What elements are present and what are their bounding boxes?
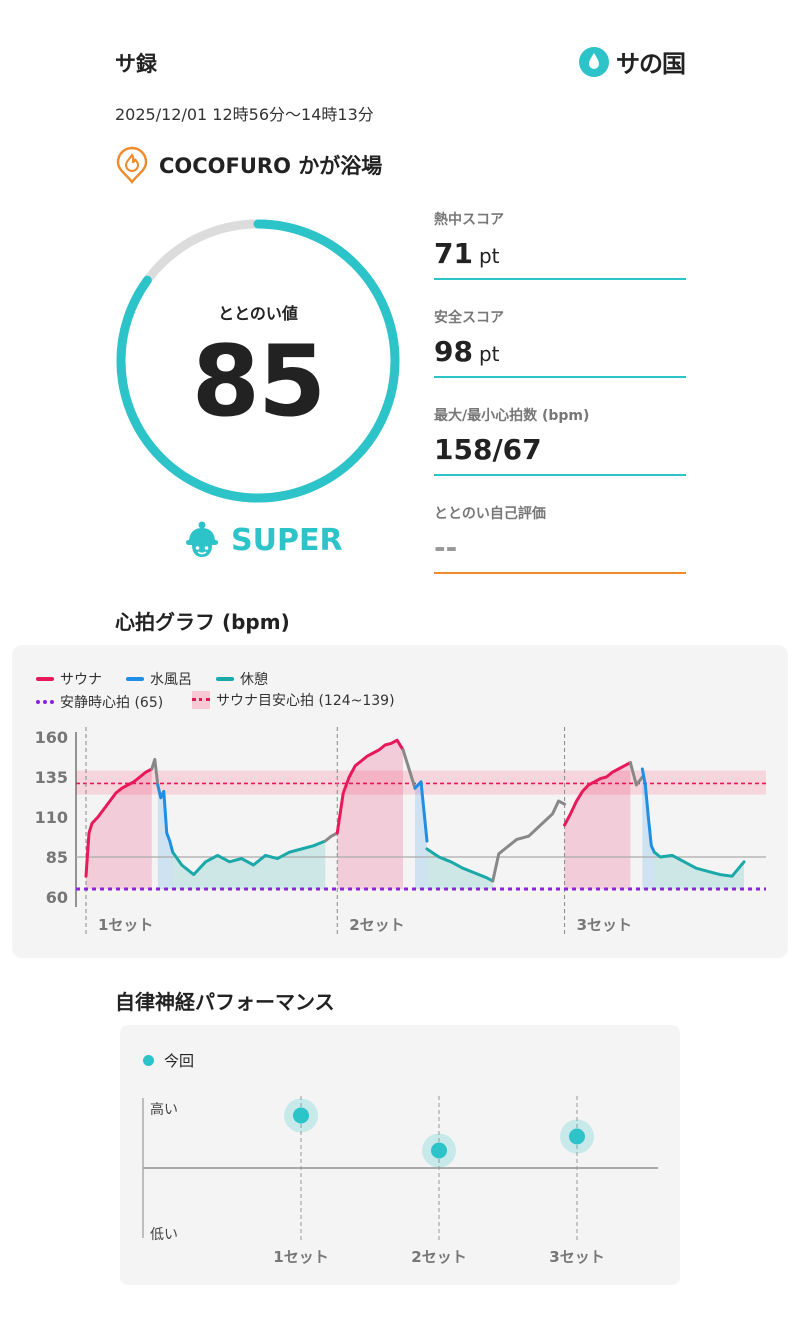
- hr-line-rest: [171, 839, 327, 877]
- facility-row[interactable]: COCOFURO かが浴場: [115, 146, 382, 184]
- rank-label: SUPER: [231, 522, 343, 558]
- facility-name: COCOFURO かが浴場: [159, 154, 383, 178]
- legend-swatch: [36, 700, 54, 704]
- axis-low-label: 低い: [150, 1227, 178, 1243]
- x-tick-label: 3セット: [549, 1248, 604, 1266]
- legend-swatch: [192, 691, 210, 709]
- metric-label: 熱中スコア: [434, 212, 504, 228]
- set-label: 3セット: [577, 916, 632, 934]
- hr-line-rest: [652, 850, 746, 878]
- autonomic-legend: 今回: [143, 1050, 194, 1071]
- y-tick-label: 60: [46, 888, 68, 907]
- y-tick-label: 160: [35, 728, 68, 747]
- hr-line-chart: 160 135 110 85 60 1セット 2セット 3セット: [35, 727, 766, 937]
- hr-area-water: [157, 785, 173, 889]
- metric-underline: [434, 278, 686, 280]
- legend-dot: [143, 1055, 154, 1066]
- set-label: 2セット: [349, 916, 404, 934]
- legend-sauna: サウナ: [36, 669, 102, 689]
- metric-self-eval[interactable]: ととのい自己評価 --: [434, 503, 686, 574]
- totonoi-gauge: [116, 219, 400, 503]
- x-tick-label: 1セット: [273, 1248, 328, 1266]
- metric-underline: [434, 572, 686, 574]
- gauge-value: 85: [191, 325, 326, 439]
- gauge-label: ととのい値: [218, 304, 298, 323]
- legend-label: 水風呂: [150, 672, 192, 688]
- metric-underline: [434, 474, 686, 476]
- hr-line-transition: [323, 831, 339, 843]
- hr-line-water: [413, 780, 429, 843]
- app-logo: サの国: [578, 44, 686, 79]
- metric-unit: pt: [478, 244, 500, 268]
- axis-high-label: 高い: [150, 1102, 178, 1118]
- hr-chart-title: 心拍グラフ (bpm): [115, 610, 290, 634]
- metric-heat-score: 熱中スコア 71 pt: [434, 209, 686, 280]
- sauna-hat-icon: [186, 521, 218, 557]
- data-point: [293, 1107, 309, 1124]
- autonomic-title: 自律神経パフォーマンス: [115, 990, 335, 1014]
- water-drop-icon: [579, 46, 609, 77]
- page-title: サ録: [115, 52, 157, 76]
- metric-unit: pt: [478, 342, 500, 366]
- flame-pin-icon: [116, 146, 148, 184]
- hr-area-rest: [654, 852, 745, 889]
- metric-label: ととのい自己評価: [434, 506, 546, 522]
- metric-label: 安全スコア: [434, 310, 504, 326]
- metric-safety-score: 安全スコア 98 pt: [434, 307, 686, 378]
- hr-line-transition: [628, 761, 644, 787]
- hr-area-water: [415, 781, 427, 889]
- y-tick-label: 135: [35, 768, 68, 787]
- x-tick-label: 2セット: [411, 1248, 466, 1266]
- metric-heart-rate: 最大/最小心拍数 (bpm) 158/67: [434, 405, 686, 476]
- set-label: 1セット: [98, 916, 153, 934]
- legend-rest: 休憩: [216, 669, 268, 689]
- hr-line-sauna: [563, 761, 632, 827]
- hr-line-sauna: [335, 738, 405, 835]
- gauge-progress-arc: [116, 219, 400, 503]
- metric-value: 158/67: [434, 433, 542, 466]
- hr-line-water: [640, 767, 656, 854]
- hr-chart-card: [12, 645, 788, 958]
- hr-line-transition: [401, 748, 417, 790]
- hr-area-sauna: [86, 769, 152, 889]
- legend-label: 今回: [164, 1052, 195, 1070]
- metric-value: --: [434, 531, 458, 564]
- legend-label: サウナ: [60, 672, 102, 688]
- hr-line-transition: [150, 757, 160, 787]
- legend-label: 安静時心拍 (65): [60, 695, 164, 711]
- rank-badge: SUPER: [183, 520, 343, 560]
- hr-line-rest: [425, 847, 495, 883]
- legend-swatch: [126, 677, 144, 681]
- hr-area-sauna: [337, 740, 404, 889]
- session-datetime: 2025/12/01 12時56分〜14時13分: [115, 105, 374, 124]
- data-point: [569, 1128, 585, 1145]
- legend-label: 休憩: [240, 672, 268, 688]
- legend-label: サウナ目安心拍 (124~139): [216, 693, 395, 709]
- legend-swatch: [36, 677, 54, 681]
- hr-line-transition: [491, 799, 567, 883]
- y-tick-label: 85: [46, 848, 68, 867]
- legend-water: 水風呂: [126, 669, 192, 689]
- hr-line-sauna: [84, 767, 154, 878]
- logo-wordmark: サの国: [616, 50, 686, 78]
- hr-area-rest: [172, 841, 326, 889]
- metric-label: 最大/最小心拍数 (bpm): [434, 408, 590, 424]
- autonomic-card: [120, 1025, 680, 1285]
- legend-target-hr: サウナ目安心拍 (124~139): [192, 690, 395, 710]
- legend-swatch: [216, 677, 234, 681]
- metric-underline: [434, 376, 686, 378]
- data-point: [431, 1142, 447, 1159]
- y-tick-label: 110: [35, 808, 68, 827]
- metric-value: 98: [434, 335, 473, 368]
- legend-resting-hr: 安静時心拍 (65): [36, 692, 163, 712]
- hr-line-water: [156, 783, 175, 854]
- metric-value: 71: [434, 237, 473, 270]
